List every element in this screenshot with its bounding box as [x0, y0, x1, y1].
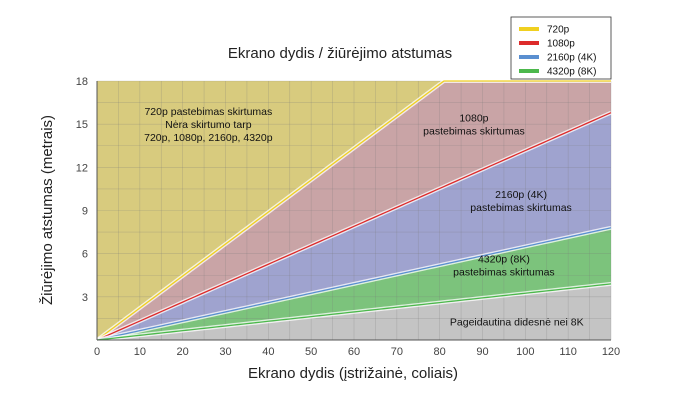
grid — [96, 80, 612, 341]
x-tick-label: 50 — [305, 346, 317, 358]
legend-label-0: 720p — [547, 25, 570, 36]
legend-swatch-3 — [519, 69, 539, 73]
x-tick-label: 110 — [559, 346, 577, 358]
region-label-4: Pageidautina didesnė nei 8K — [450, 316, 584, 328]
y-tick-label: 9 — [82, 206, 88, 218]
legend-label-2: 2160p (4K) — [547, 53, 596, 64]
series-line-3 — [96, 283, 612, 341]
y-tick-label: 3 — [82, 292, 88, 304]
legend-label-1: 1080p — [547, 39, 575, 50]
x-tick-label: 90 — [476, 346, 488, 358]
region-label-0: Nėra skirtumo tarp — [165, 119, 252, 131]
x-axis-label: Ekrano dydis (įstrižainė, coliais) — [248, 365, 458, 382]
x-tick-label: 70 — [391, 346, 403, 358]
series-line-0 — [96, 80, 611, 341]
legend-label-3: 4320p (8K) — [547, 67, 596, 78]
legend-swatch-2 — [519, 55, 539, 59]
chart-title: Ekrano dydis / žiūrėjimo atstumas — [228, 45, 452, 62]
y-tick-label: 15 — [76, 119, 88, 131]
legend: 720p 1080p 2160p (4K) 4320p (8K) — [510, 16, 612, 80]
region-label-2: pastebimas skirtumas — [470, 202, 572, 214]
y-tick-label: 18 — [76, 76, 88, 88]
x-tick-label: 40 — [262, 346, 274, 358]
series-line-1 — [96, 112, 612, 341]
legend-swatch-0 — [519, 27, 539, 31]
x-tick-label: 80 — [434, 346, 446, 358]
region-label-2: 2160p (4K) — [495, 189, 547, 201]
region-label-3: 4320p (8K) — [478, 254, 530, 266]
series-line-2 — [96, 227, 612, 341]
plot-area: 0 10 20 30 40 50 60 70 80 90 100 110 120 3 6 9 12 15 18 720… — [76, 76, 620, 358]
x-tick-label: 60 — [348, 346, 360, 358]
region-label-0: 720p pastebimas skirtumas — [144, 106, 272, 118]
y-axis-label: Žiūrėjimo atstumas (metrais) — [39, 115, 56, 305]
region-label-1: pastebimas skirtumas — [423, 126, 525, 138]
x-tick-label: 100 — [516, 346, 534, 358]
y-tick-label: 6 — [82, 249, 88, 261]
region-label-1: 1080p — [459, 113, 488, 125]
legend-swatch-1 — [519, 41, 539, 45]
x-tick-label: 10 — [134, 346, 146, 358]
x-tick-label: 20 — [177, 346, 189, 358]
x-tick-label: 0 — [94, 346, 100, 358]
x-tick-label: 120 — [602, 346, 620, 358]
x-tick-label: 30 — [219, 346, 231, 358]
y-tick-label: 12 — [76, 162, 88, 174]
region-label-0: 720p, 1080p, 2160p, 4320p — [144, 132, 273, 144]
region-label-3: pastebimas skirtumas — [453, 267, 555, 279]
